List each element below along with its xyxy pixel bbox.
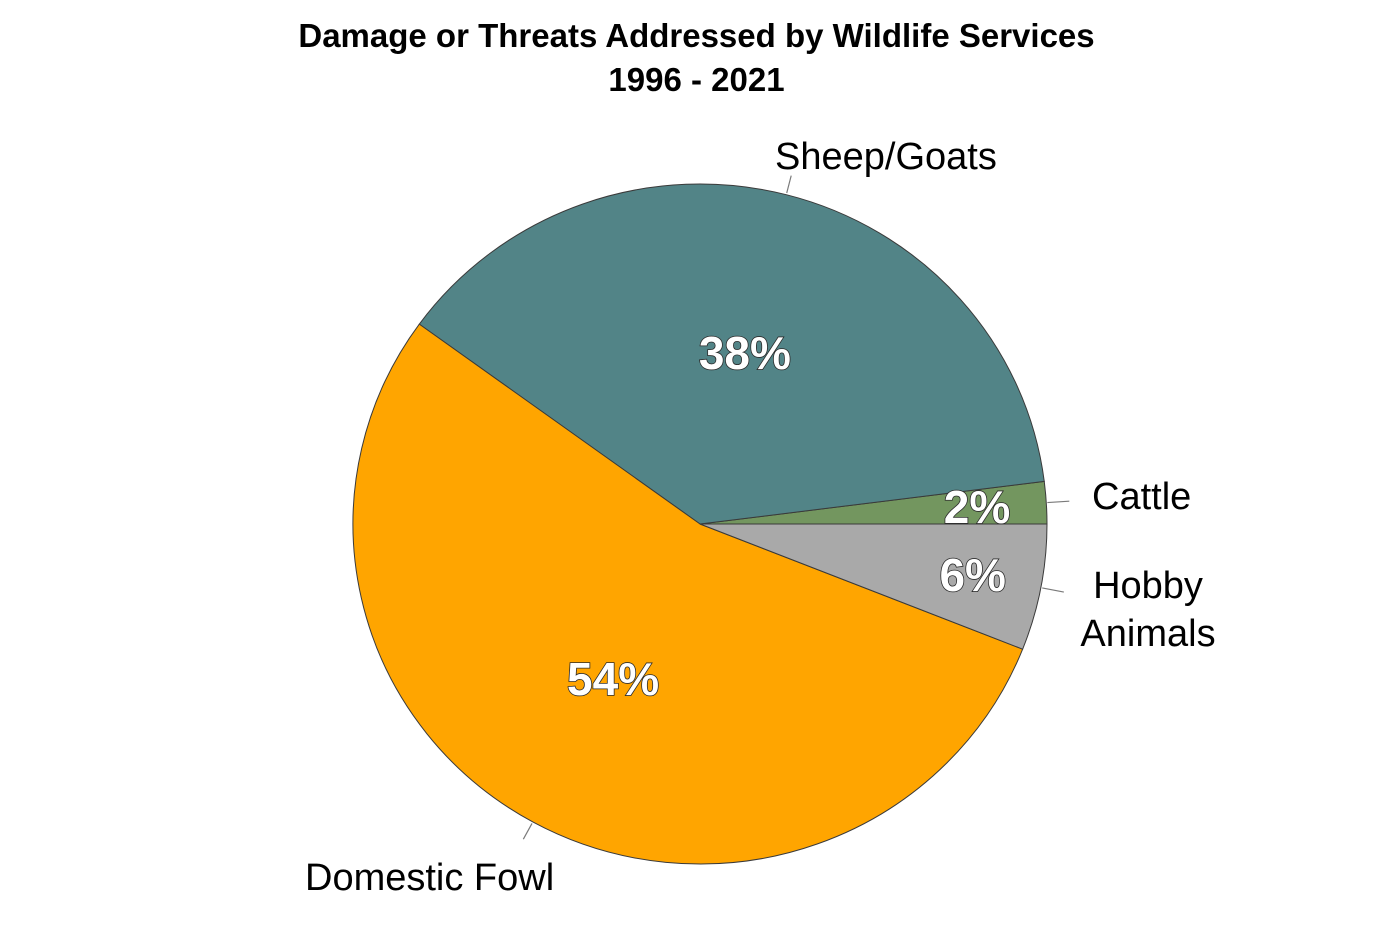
chart-title: Damage or Threats Addressed by Wildlife … bbox=[0, 14, 1393, 102]
pie-slice-hobby-animals bbox=[699, 523, 1048, 650]
pie-slice-domestic-fowl bbox=[352, 323, 1024, 865]
slice-category-labels: Cattle Sheep/Goats Domestic Fowl Hobby Anima… bbox=[305, 136, 1216, 899]
leader-line-hobby-animals bbox=[1042, 587, 1064, 593]
leader-line-domestic-fowl bbox=[522, 823, 533, 840]
pie-slice-sheep-goats bbox=[418, 183, 1045, 525]
leader-line-sheep-goats bbox=[786, 175, 792, 194]
percent-label-hobby-animals: 6% bbox=[939, 549, 1005, 601]
leader-line-cattle bbox=[1047, 500, 1070, 504]
chart-title-main: Damage or Threats Addressed by Wildlife … bbox=[298, 17, 1095, 54]
chart-subtitle: 1996 - 2021 bbox=[608, 61, 785, 98]
label-leader-lines bbox=[522, 175, 1070, 840]
pie-slices bbox=[352, 183, 1048, 865]
percent-label-sheep-goats: 38% bbox=[699, 327, 791, 379]
percent-label-cattle: 2% bbox=[944, 481, 1010, 533]
category-label-domestic-fowl: Domestic Fowl bbox=[305, 857, 554, 899]
category-label-cattle: Cattle bbox=[1092, 476, 1191, 518]
category-label-sheep-goats: Sheep/Goats bbox=[775, 136, 997, 178]
percent-label-domestic-fowl: 54% bbox=[567, 653, 659, 705]
slice-percent-labels: 2% 38% 54% 6% bbox=[566, 326, 1011, 706]
category-label-hobby-animals: Hobby Animals bbox=[1080, 565, 1215, 655]
